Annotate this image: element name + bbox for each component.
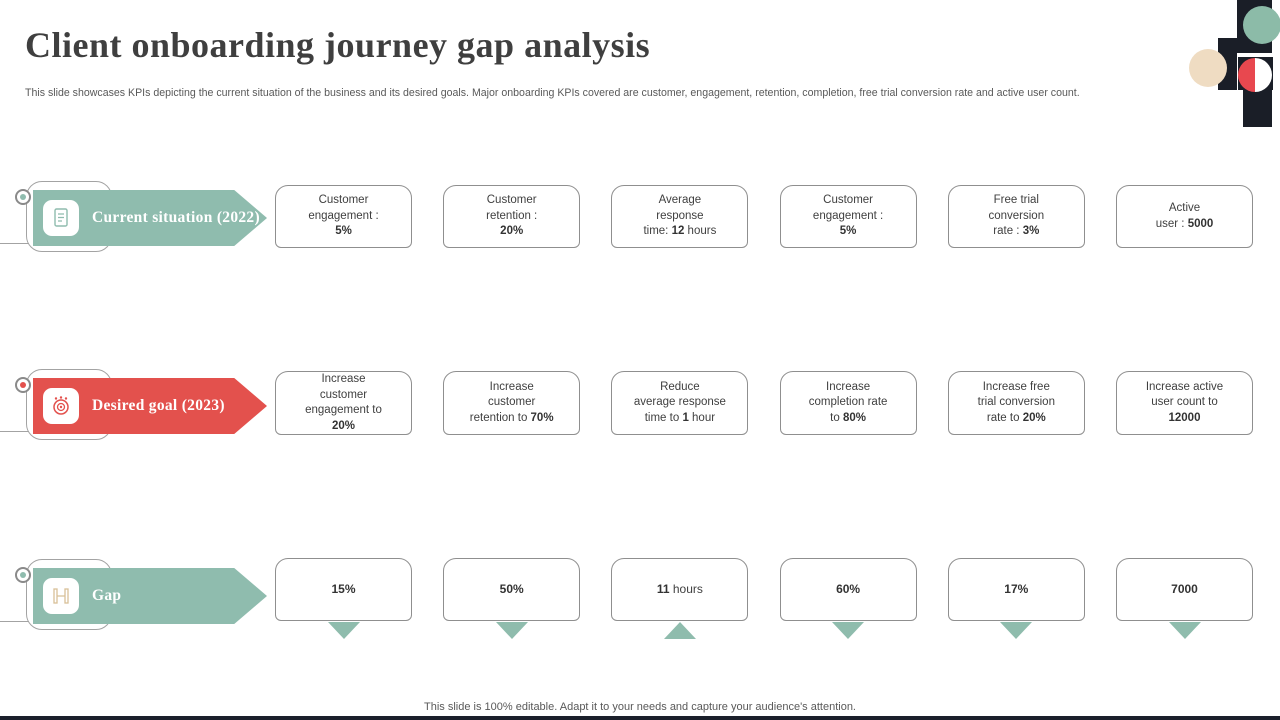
kpi-card-desired-goal-3: Reduce average response time to 1 hour (611, 371, 749, 435)
gap-up-triangle (663, 622, 696, 639)
kpi-card-desired-goal-2: Increase customer retention to 70% (443, 371, 581, 435)
kpi-card-gap-3: 11 hours (611, 558, 749, 621)
kpi-card-current-situation-6: Active user : 5000 (1116, 185, 1253, 248)
kpi-card-current-situation-4: Customer engagement : 5% (779, 185, 917, 248)
row-gap: Gap (0, 559, 300, 630)
goal-icon (43, 388, 79, 424)
kpi-card-line: completion rate (808, 396, 888, 409)
banner-marker-ring (15, 377, 31, 393)
banner-marker-dot (20, 194, 26, 200)
kpi-card-line: average response (633, 396, 726, 409)
kpi-card-line: 50% (499, 581, 524, 596)
kpi-card-line: trial conversion (977, 396, 1055, 409)
page-title: Client onboarding journey gap analysis (25, 25, 651, 65)
row-current-situation: Current situation (2022) (0, 181, 300, 252)
kpi-card-line: engagement : (812, 209, 884, 222)
kpi-card-line: 20% (331, 419, 356, 432)
gap-down-triangle (1000, 622, 1033, 639)
kpi-card-current-situation-3: Average response time: 12 hours (611, 185, 749, 248)
kpi-card-line: 7000 (1171, 581, 1198, 596)
decoration-square-bottom (1243, 90, 1272, 127)
kpi-card-line: 5% (335, 225, 352, 238)
kpi-card-line: to 80% (830, 411, 866, 424)
kpi-card-line: Active (1168, 202, 1201, 214)
kpi-card-line: Customer (486, 194, 537, 207)
banner-gap: Gap (33, 568, 267, 624)
kpi-card-line: Customer (318, 194, 369, 207)
kpi-card-line: user count to (1151, 396, 1218, 409)
kpi-card-line: Free trial (993, 194, 1039, 207)
kpi-card-line: Increase free (982, 380, 1050, 393)
banner-desired-goal: Desired goal (2023) (33, 378, 267, 434)
kpi-card-line: customer (319, 388, 368, 401)
kpi-card-line: time: 12 hours (643, 225, 717, 238)
kpi-card-line: response (656, 209, 704, 222)
gap-icon (43, 578, 79, 614)
decoration-circle-beige (1189, 49, 1227, 87)
kpi-card-line: 12000 (1168, 411, 1201, 424)
slide-footer-note: This slide is 100% editable. Adapt it to… (424, 701, 856, 713)
banner-label: Gap (92, 587, 122, 604)
banner-label: Current situation (2022) (92, 209, 260, 226)
kpi-card-line: time to 1 hour (644, 411, 716, 424)
kpi-card-line: 11 hours (656, 581, 703, 596)
gap-down-triangle (832, 622, 865, 639)
kpi-card-line: Reduce (660, 380, 700, 393)
decoration-circle-teal (1243, 6, 1280, 44)
slide-subtitle: This slide showcases KPIs depicting the … (25, 87, 1080, 99)
kpi-card-current-situation-5: Free trial conversion rate : 3% (947, 185, 1085, 248)
kpi-card-line: Increase (321, 373, 366, 385)
kpi-card-line: rate to 20% (986, 411, 1046, 424)
kpi-card-line: Average (658, 194, 702, 207)
gap-down-triangle (495, 622, 528, 639)
banner-label: Desired goal (2023) (92, 397, 225, 414)
kpi-card-desired-goal-4: Increase completion rate to 80% (779, 371, 917, 435)
kpi-card-line: engagement : (308, 209, 379, 222)
banner-marker-dot (20, 382, 26, 388)
kpi-card-line: Increase active (1145, 380, 1224, 393)
banner-marker-dot (20, 572, 26, 578)
kpi-card-line: conversion (988, 209, 1045, 222)
banner-marker-ring (15, 189, 31, 205)
kpi-card-line: 5% (839, 225, 857, 238)
kpi-card-line: retention : (486, 209, 538, 222)
kpi-card-line: 15% (331, 581, 356, 596)
banner-tail-line (0, 621, 29, 622)
kpi-card-line: user : 5000 (1155, 217, 1214, 230)
banner-current-situation: Current situation (2022) (33, 190, 267, 246)
kpi-card-gap-6: 7000 (1116, 558, 1253, 621)
gap-down-triangle (327, 622, 360, 639)
document-icon (43, 200, 79, 236)
kpi-card-gap-4: 60% (779, 558, 917, 621)
banner-marker-ring (15, 567, 31, 583)
kpi-card-line: Customer (823, 194, 874, 207)
kpi-card-gap-5: 17% (947, 558, 1085, 621)
kpi-card-current-situation-2: Customer retention : 20% (443, 185, 581, 248)
kpi-card-line: engagement to (305, 404, 382, 416)
kpi-card-line: 17% (1004, 581, 1029, 596)
decoration-circle-red-white (1238, 58, 1272, 92)
row-desired-goal: Desired goal (2023) (0, 369, 300, 440)
kpi-card-current-situation-1: Customer engagement : 5% (275, 185, 412, 248)
kpi-card-gap-2: 50% (443, 558, 581, 621)
kpi-card-line: rate : 3% (993, 225, 1040, 238)
kpi-card-line: retention to 70% (469, 411, 554, 424)
kpi-card-desired-goal-6: Increase active user count to 12000 (1116, 371, 1253, 435)
banner-tail-line (0, 431, 29, 432)
bottom-accent-bar (0, 716, 1280, 720)
kpi-card-gap-1: 15% (275, 558, 412, 621)
kpi-card-desired-goal-1: Increase customer engagement to 20% (275, 371, 412, 435)
banner-tail-line (0, 243, 29, 244)
kpi-card-desired-goal-5: Increase free trial conversion rate to 20% (947, 371, 1085, 435)
kpi-card-line: 20% (500, 225, 524, 238)
gap-down-triangle (1168, 622, 1201, 639)
kpi-card-line: Increase (489, 380, 534, 393)
kpi-card-line: 60% (836, 581, 861, 596)
kpi-card-line: customer (488, 396, 536, 409)
kpi-card-line: Increase (826, 380, 871, 393)
